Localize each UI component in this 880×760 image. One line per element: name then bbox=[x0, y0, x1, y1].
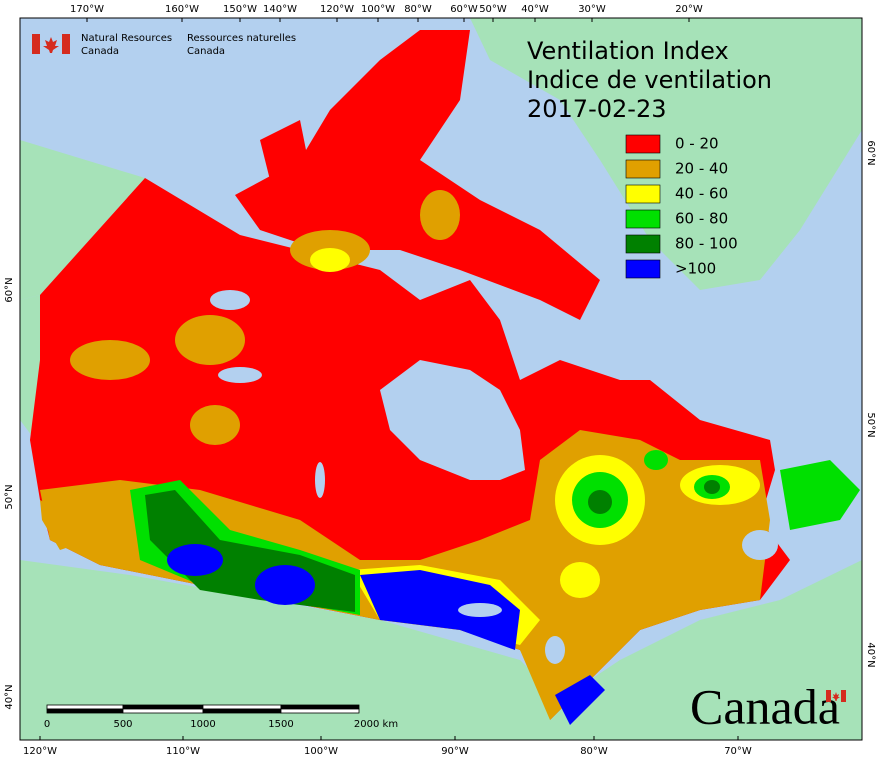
top-graticule-label: 160°W bbox=[165, 4, 199, 15]
legend-label: 40 - 60 bbox=[675, 185, 728, 203]
region-80-100 bbox=[704, 480, 720, 494]
region-20-40 bbox=[190, 405, 240, 445]
lake-winnipeg bbox=[315, 462, 325, 498]
legend-label: >100 bbox=[675, 260, 716, 278]
lake-huron bbox=[545, 636, 565, 664]
lake-superior bbox=[458, 603, 502, 617]
scale-segment bbox=[202, 704, 282, 710]
left-graticule-label: 60°N bbox=[4, 277, 15, 302]
agency-name-en: Canada bbox=[81, 46, 119, 57]
region-20-40 bbox=[175, 315, 245, 365]
scale-label: 500 bbox=[113, 719, 132, 730]
bottom-graticule-label: 70°W bbox=[724, 746, 752, 757]
canada-flag bbox=[32, 34, 70, 54]
legend-swatch bbox=[625, 184, 661, 204]
scale-segment bbox=[280, 704, 360, 710]
bottom-graticule-label: 110°W bbox=[166, 746, 200, 757]
flag-bar bbox=[826, 690, 831, 702]
bottom-graticule-label: 80°W bbox=[580, 746, 608, 757]
region-20-40 bbox=[70, 340, 150, 380]
newfoundland bbox=[780, 460, 860, 530]
legend-label: 80 - 100 bbox=[675, 235, 738, 253]
scale-segment bbox=[122, 708, 204, 714]
top-graticule-label: 20°W bbox=[675, 4, 703, 15]
region-40-60 bbox=[560, 562, 600, 598]
region-40-60 bbox=[310, 248, 350, 272]
top-graticule-label: 170°W bbox=[70, 4, 104, 15]
legend-label: 20 - 40 bbox=[675, 160, 728, 178]
scale-segment bbox=[202, 708, 282, 714]
hudson-bay bbox=[380, 360, 525, 480]
region-above-100 bbox=[360, 570, 520, 650]
alaska bbox=[20, 140, 145, 300]
top-graticule-label: 30°W bbox=[578, 4, 606, 15]
scale-segment bbox=[46, 708, 124, 714]
scale-label: 0 bbox=[44, 719, 50, 730]
greenland bbox=[470, 18, 862, 290]
region-above-100 bbox=[255, 565, 315, 605]
scale-segment bbox=[280, 708, 360, 714]
scale-label: 2000 km bbox=[354, 719, 398, 730]
legend-swatch bbox=[625, 134, 661, 154]
legend-swatch bbox=[625, 159, 661, 179]
united-states bbox=[20, 560, 862, 740]
legend-swatch bbox=[625, 209, 661, 229]
top-graticule-label: 140°W bbox=[263, 4, 297, 15]
top-graticule-label: 120°W bbox=[320, 4, 354, 15]
scale-segment bbox=[122, 704, 204, 710]
top-graticule-label: 60°W bbox=[450, 4, 478, 15]
scale-segment bbox=[46, 704, 124, 710]
left-graticule-label: 40°N bbox=[4, 684, 15, 709]
flag-bar bbox=[841, 690, 846, 702]
top-graticule-label: 100°W bbox=[361, 4, 395, 15]
agency-name-en: Natural Resources bbox=[81, 33, 172, 44]
legend-label: 60 - 80 bbox=[675, 210, 728, 228]
great-slave-lake bbox=[218, 367, 262, 383]
scale-label: 1500 bbox=[268, 719, 293, 730]
top-graticule-label: 80°W bbox=[404, 4, 432, 15]
legend-swatch bbox=[625, 234, 661, 254]
canada-wordmark: Canada bbox=[690, 678, 840, 734]
right-graticule-label: 60°N bbox=[865, 140, 876, 165]
region-above-100 bbox=[555, 675, 605, 725]
bottom-graticule-label: 100°W bbox=[304, 746, 338, 757]
map-title: 2017-02-23 bbox=[527, 95, 666, 123]
region-above-100 bbox=[167, 544, 223, 576]
right-graticule-label: 50°N bbox=[865, 412, 876, 437]
banks-island bbox=[260, 120, 310, 180]
legend-swatch bbox=[625, 259, 661, 279]
bottom-graticule-label: 90°W bbox=[441, 746, 469, 757]
maple-leaf bbox=[43, 37, 59, 53]
region-60-80 bbox=[644, 450, 668, 470]
map-frame bbox=[19, 17, 863, 741]
flag-bar bbox=[62, 34, 70, 54]
right-graticule-label: 40°N bbox=[865, 642, 876, 667]
top-graticule-label: 50°W bbox=[479, 4, 507, 15]
top-graticule-label: 150°W bbox=[223, 4, 257, 15]
map-title: Indice de ventilation bbox=[527, 66, 772, 94]
region-80-100 bbox=[588, 490, 612, 514]
scale-label: 1000 bbox=[190, 719, 215, 730]
bottom-graticule-label: 120°W bbox=[23, 746, 57, 757]
great-bear-lake bbox=[210, 290, 250, 310]
flag-bar bbox=[32, 34, 40, 54]
agency-name-fr: Canada bbox=[187, 46, 225, 57]
maple-leaf bbox=[832, 692, 840, 701]
legend-label: 0 - 20 bbox=[675, 135, 719, 153]
wordmark-flag bbox=[826, 690, 846, 702]
left-graticule-label: 50°N bbox=[4, 484, 15, 509]
gulf-st-lawrence bbox=[742, 530, 778, 560]
map-layers bbox=[20, 18, 862, 740]
region-20-40 bbox=[420, 190, 460, 240]
top-graticule-label: 40°W bbox=[521, 4, 549, 15]
map-title: Ventilation Index bbox=[527, 37, 729, 65]
agency-name-fr: Ressources naturelles bbox=[187, 33, 296, 44]
